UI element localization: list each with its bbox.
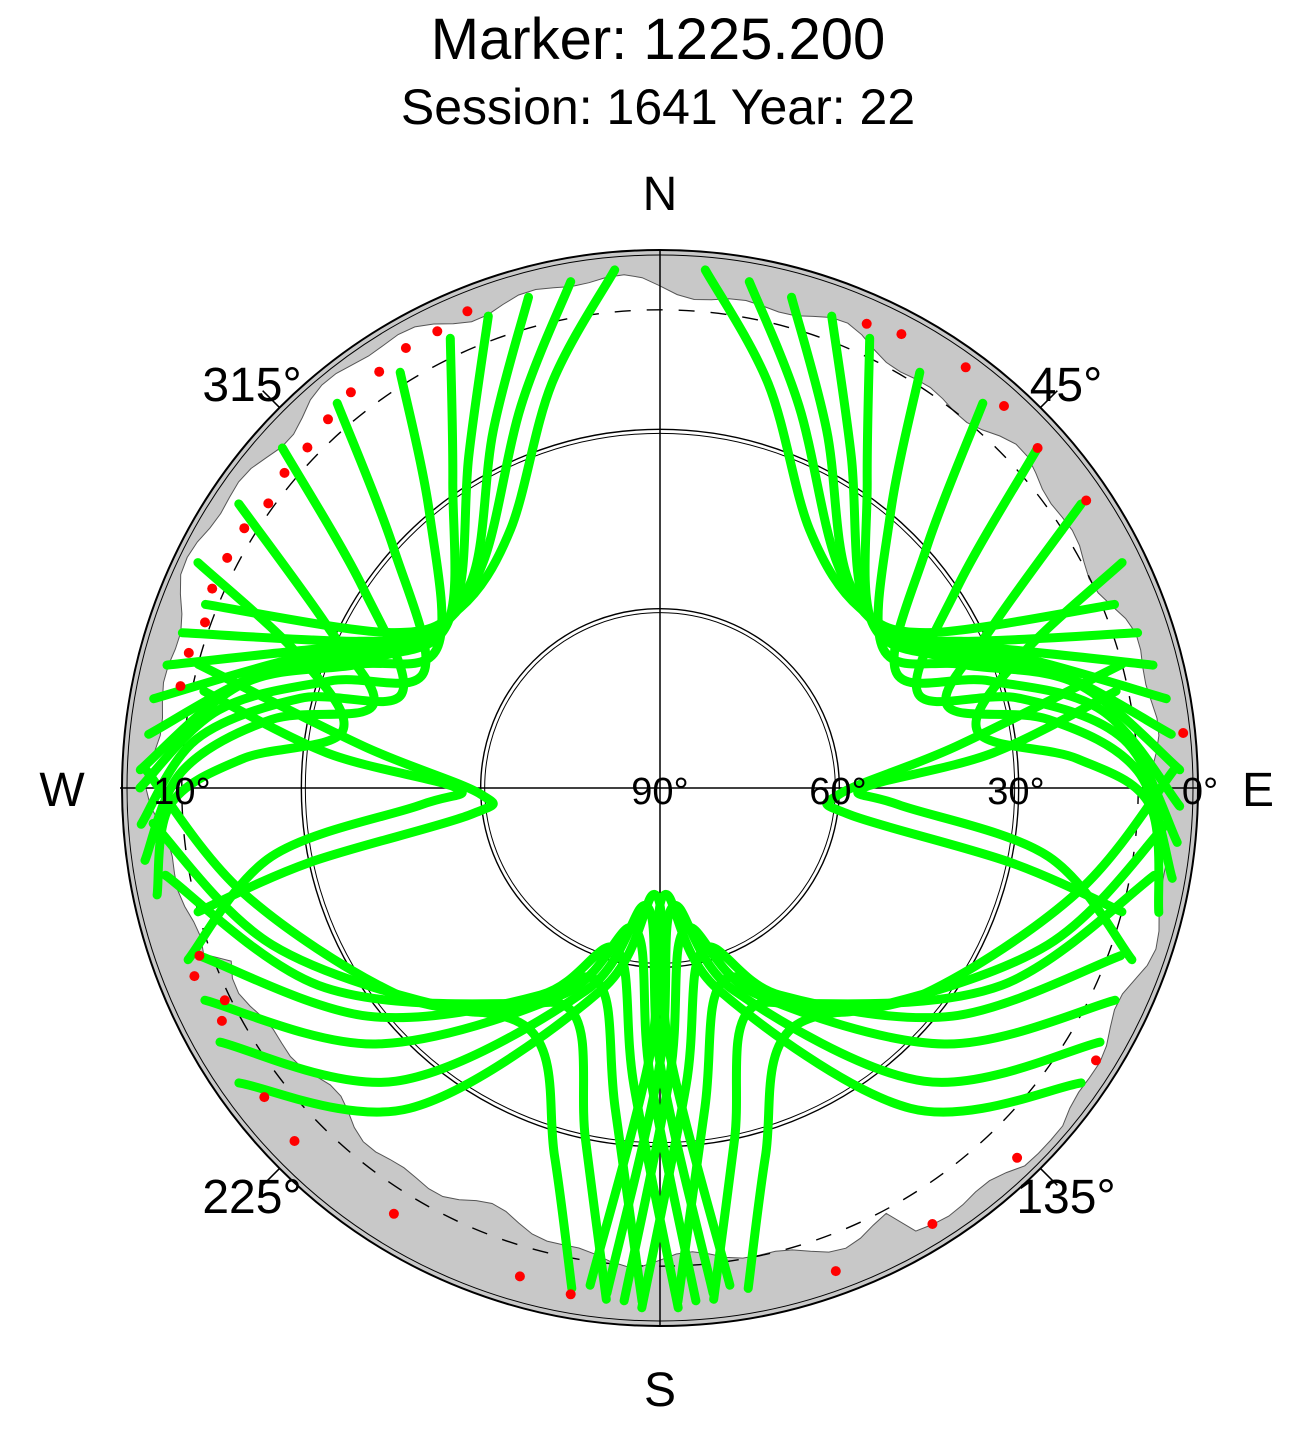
- low-elevation-point-12: [207, 583, 218, 594]
- low-elevation-point-16: [194, 950, 205, 961]
- azimuth-tick: [262, 390, 281, 409]
- satellite-track-17: [889, 398, 1185, 811]
- low-elevation-point-27: [960, 362, 971, 373]
- azimuth-tick: [262, 1167, 281, 1186]
- low-elevation-point-8: [279, 467, 290, 478]
- satellite-track-11: [700, 265, 1119, 638]
- low-elevation-layer: [175, 306, 1189, 1300]
- low-elevation-point-30: [1081, 495, 1092, 506]
- satellite-track-27: [141, 765, 577, 1293]
- satellite-track-1: [201, 265, 620, 638]
- low-elevation-point-34: [927, 1219, 938, 1229]
- azimuth-label-135: 135°: [1016, 1171, 1115, 1224]
- low-elevation-point-15: [175, 681, 186, 692]
- satellite-track-34: [743, 765, 1179, 1293]
- low-elevation-point-18: [219, 995, 230, 1006]
- satellite-track-16: [873, 367, 1185, 775]
- satellite-track-38: [853, 686, 1137, 965]
- satellite-track-6: [135, 367, 447, 775]
- low-elevation-point-33: [1012, 1152, 1023, 1163]
- low-elevation-point-6: [323, 414, 333, 425]
- low-elevation-point-10: [239, 523, 250, 534]
- satellite-track-37: [183, 686, 467, 965]
- satellite-track-28: [637, 942, 1126, 1313]
- low-elevation-point-4: [374, 366, 385, 377]
- satellite-track-35: [193, 659, 498, 917]
- chart-title: Marker: 1225.200: [430, 7, 886, 72]
- low-elevation-point-7: [302, 442, 313, 453]
- track-layer: [135, 265, 1185, 1313]
- satellite-track-26: [148, 818, 611, 1304]
- elevation-label-30: 30°: [987, 771, 1044, 813]
- satellite-track-23: [215, 900, 718, 1298]
- satellite-track-32: [673, 870, 1159, 1307]
- elevation-label-90: 90°: [631, 771, 688, 813]
- low-elevation-point-32: [1091, 1055, 1101, 1066]
- east-label: E: [1242, 764, 1274, 817]
- azimuth-label-225: 225°: [202, 1171, 301, 1224]
- low-elevation-point-21: [289, 1136, 300, 1146]
- chart-subtitle: Session: 1641 Year: 22: [400, 79, 916, 135]
- satellite-track-33: [709, 818, 1172, 1304]
- azimuth-tick: [1039, 1167, 1058, 1186]
- low-elevation-point-20: [259, 1092, 270, 1103]
- low-elevation-point-28: [999, 401, 1009, 411]
- low-elevation-point-25: [861, 318, 872, 329]
- low-elevation-point-22: [388, 1208, 399, 1219]
- satellite-track-25: [161, 870, 647, 1307]
- low-elevation-point-9: [263, 498, 274, 509]
- low-elevation-point-35: [830, 1266, 841, 1277]
- elevation-label-60: 60°: [809, 771, 866, 813]
- low-elevation-point-11: [222, 552, 233, 563]
- low-elevation-point-17: [189, 971, 200, 982]
- low-elevation-point-19: [216, 1015, 227, 1026]
- low-elevation-point-2: [432, 326, 443, 337]
- low-elevation-point-31: [1178, 728, 1189, 738]
- low-elevation-point-3: [400, 343, 411, 353]
- satellite-track-29: [619, 922, 1120, 1306]
- azimuth-label-45: 45°: [1030, 359, 1103, 412]
- low-elevation-point-29: [1032, 443, 1043, 453]
- satellite-track-30: [602, 900, 1105, 1298]
- azimuth-tick: [1039, 390, 1058, 409]
- satellite-track-36: [822, 659, 1127, 917]
- elevation-label-0: 0°: [1182, 771, 1218, 813]
- west-label: W: [39, 764, 85, 817]
- elevation-label-10: 10°: [153, 771, 210, 813]
- satellite-track-31: [585, 890, 1086, 1290]
- low-elevation-point-24: [565, 1289, 576, 1300]
- azimuth-label-315: 315°: [202, 359, 301, 412]
- south-label: S: [644, 1364, 676, 1417]
- north-label: N: [643, 168, 678, 221]
- low-elevation-point-13: [200, 617, 210, 628]
- low-elevation-point-5: [345, 387, 356, 398]
- low-elevation-point-1: [462, 306, 473, 317]
- low-elevation-point-23: [514, 1271, 525, 1282]
- low-elevation-point-14: [183, 647, 194, 658]
- low-elevation-point-26: [896, 329, 907, 340]
